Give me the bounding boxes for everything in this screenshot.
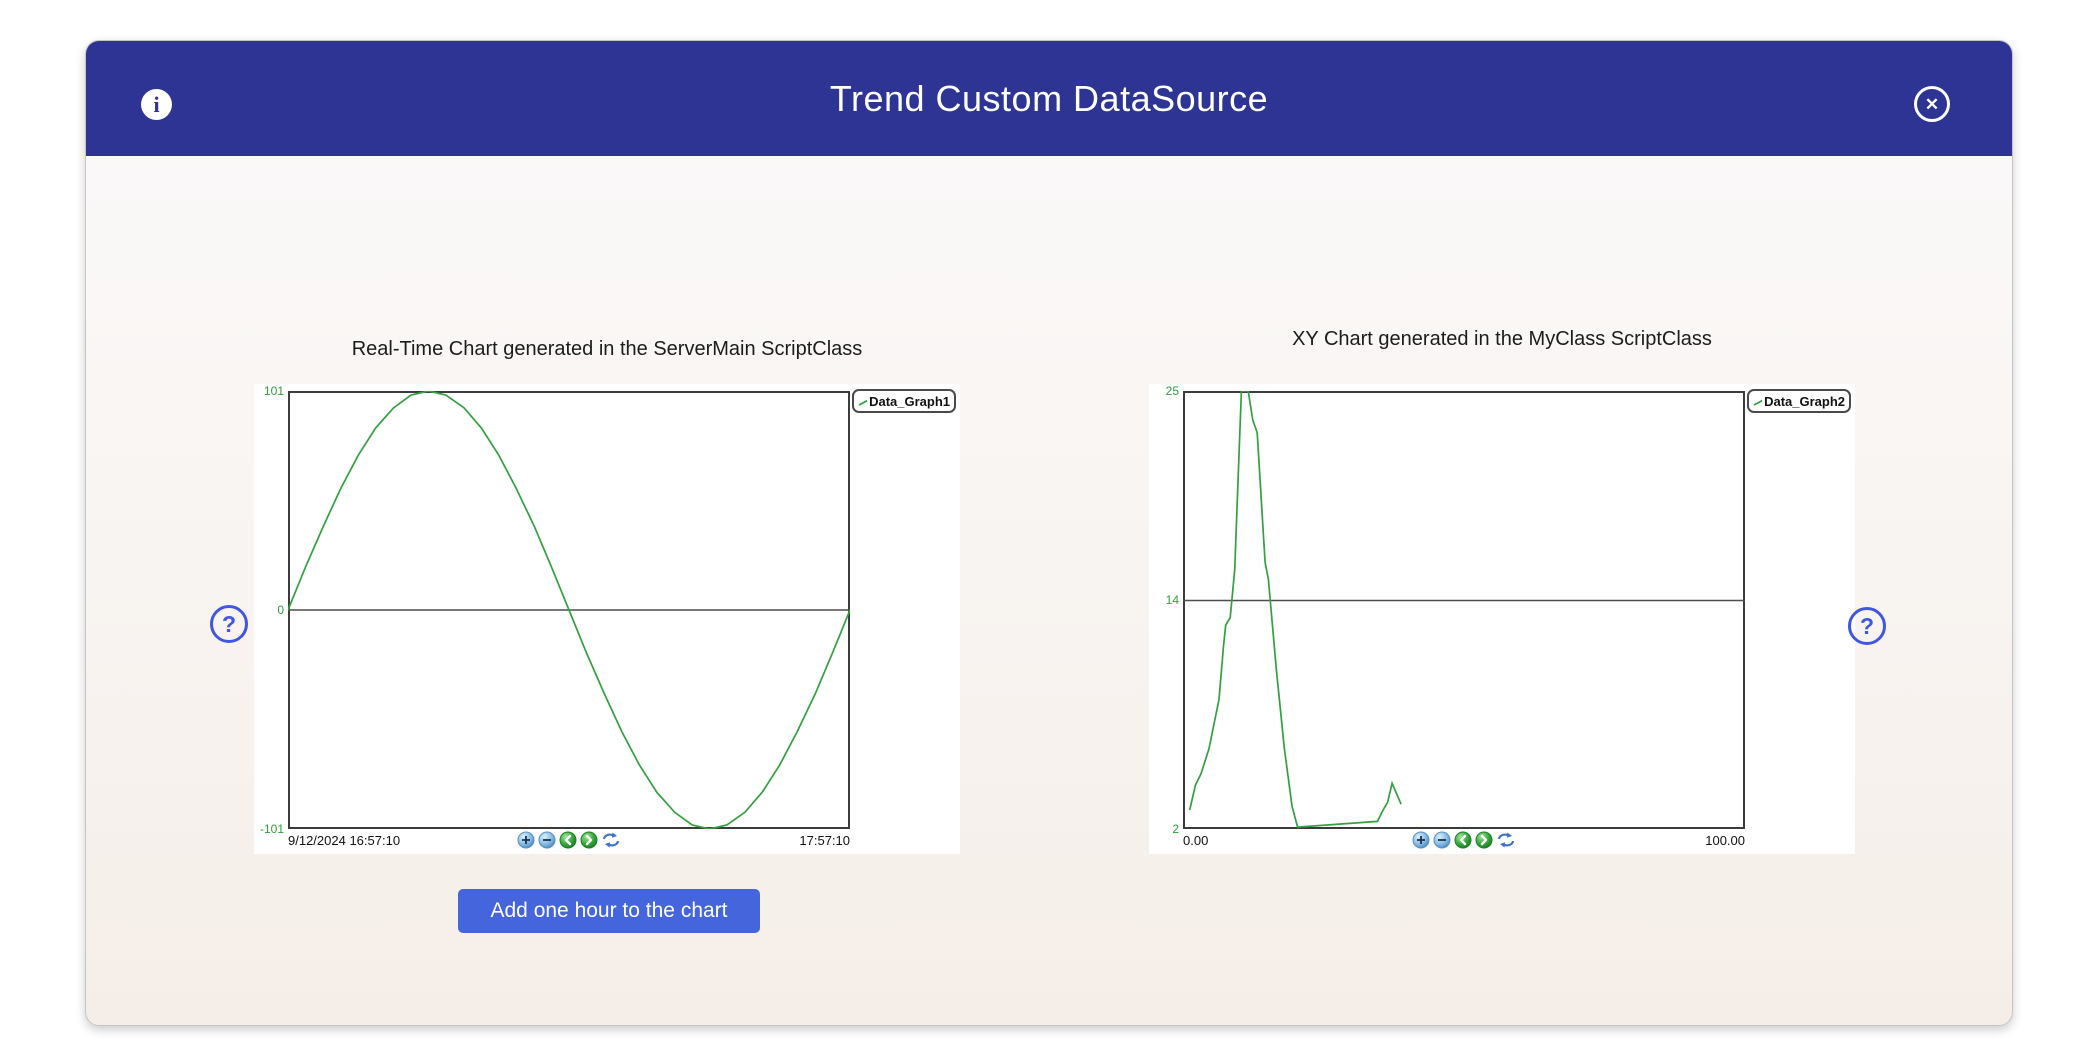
help-glyph: ? xyxy=(221,610,237,637)
y-axis-max-label: 101 xyxy=(263,384,284,398)
zoom-in-icon[interactable] xyxy=(517,831,535,849)
zoom-out-icon[interactable] xyxy=(1433,831,1451,849)
zoom-in-icon[interactable] xyxy=(1412,831,1430,849)
plot-area xyxy=(288,391,850,829)
close-icon[interactable]: ✕ xyxy=(1914,86,1950,122)
trend-dialog: i Trend Custom DataSource ✕ Real-Time Ch… xyxy=(85,40,2013,1026)
help-glyph: ? xyxy=(1859,612,1875,639)
info-icon[interactable]: i xyxy=(141,89,172,120)
scroll-left-icon[interactable] xyxy=(559,831,577,849)
chart-toolbar xyxy=(288,831,850,849)
series-line xyxy=(288,391,850,829)
plot-border xyxy=(1183,391,1745,829)
y-axis-mid-label: 14 xyxy=(1165,593,1179,608)
scroll-right-icon[interactable] xyxy=(580,831,598,849)
xy-chart-title: XY Chart generated in the MyClass Script… xyxy=(1292,328,1712,350)
legend-label: Data_Graph2 xyxy=(1764,393,1845,409)
refresh-icon[interactable] xyxy=(601,831,621,849)
legend: Data_Graph2 xyxy=(1747,389,1851,413)
scroll-right-icon[interactable] xyxy=(1475,831,1493,849)
help-icon-right[interactable]: ? xyxy=(1848,607,1886,645)
y-axis-max-label: 25 xyxy=(1165,384,1179,398)
series-line xyxy=(1188,391,1402,828)
x-axis-end-label: 100.00 xyxy=(1705,833,1745,848)
realtime-trend-chart: 101 0 -101 Data_Graph1 9/12/2024 16:57:1… xyxy=(254,384,960,854)
legend-line-sample xyxy=(1753,399,1763,406)
x-axis-row: 9/12/2024 16:57:10 17:57:10 xyxy=(288,831,850,851)
dialog-title: Trend Custom DataSource xyxy=(829,77,1269,119)
dialog-header: i Trend Custom DataSource ✕ xyxy=(86,41,2012,156)
y-axis-min-label: -101 xyxy=(259,822,284,836)
legend-label: Data_Graph1 xyxy=(869,393,950,409)
scroll-left-icon[interactable] xyxy=(1454,831,1472,849)
zoom-out-icon[interactable] xyxy=(538,831,556,849)
close-glyph: ✕ xyxy=(1924,94,1940,114)
legend: Data_Graph1 xyxy=(852,389,956,413)
x-axis-start-label: 0.00 xyxy=(1183,833,1209,848)
help-icon-left[interactable]: ? xyxy=(210,605,248,643)
add-hour-button[interactable]: Add one hour to the chart xyxy=(458,889,760,933)
y-axis-mid-label: 0 xyxy=(277,603,284,617)
x-axis-start-label: 9/12/2024 16:57:10 xyxy=(288,833,401,848)
legend-line-sample xyxy=(858,399,868,406)
chart-toolbar xyxy=(1183,831,1745,849)
refresh-icon[interactable] xyxy=(1496,831,1516,849)
xy-chart: 25 14 2 Data_Graph2 0.00 xyxy=(1149,384,1855,854)
x-axis-row: 0.00 100.00 xyxy=(1183,831,1745,851)
x-axis-end-label: 17:57:10 xyxy=(799,833,850,848)
plot-area xyxy=(1183,391,1745,829)
info-glyph: i xyxy=(153,91,160,117)
y-axis-min-label: 2 xyxy=(1172,822,1179,836)
realtime-chart-title: Real-Time Chart generated in the ServerM… xyxy=(351,338,863,360)
